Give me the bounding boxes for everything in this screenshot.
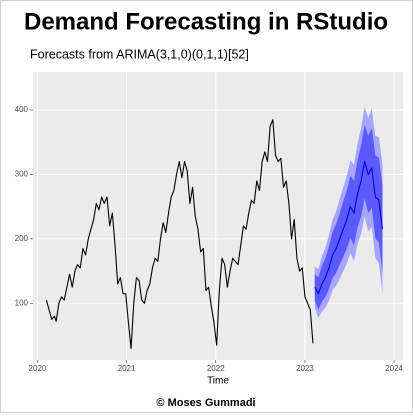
chart-title: Demand Forecasting in RStudio <box>24 8 388 35</box>
y-tick-label: 400 <box>15 105 29 114</box>
x-tick-label: 2021 <box>118 364 136 373</box>
series-line <box>314 161 384 295</box>
y-tick-label: 300 <box>15 170 29 179</box>
y-tick-label: 200 <box>15 234 29 243</box>
y-tick-label: 100 <box>15 298 29 307</box>
x-tick-label: 2020 <box>29 364 47 373</box>
x-axis-label: Time <box>207 376 229 387</box>
x-tick-label: 2023 <box>296 364 314 373</box>
chart-subtitle: Forecasts from ARIMA(3,1,0)(0,1,1)[52] <box>30 47 249 61</box>
x-tick-label: 2024 <box>385 364 403 373</box>
footer: © Moses Gummadi <box>156 397 255 409</box>
forecast-band <box>314 124 383 310</box>
series-line <box>45 119 314 349</box>
x-tick-label: 2022 <box>207 364 225 373</box>
